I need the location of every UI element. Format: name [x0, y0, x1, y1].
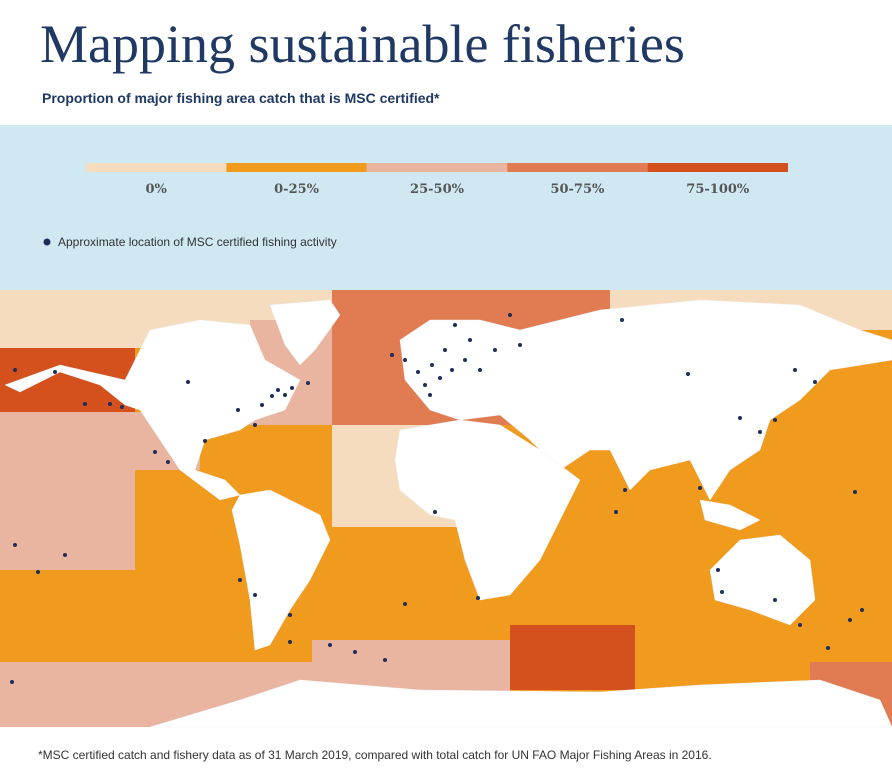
fishery-dot [166, 460, 170, 464]
fishery-dot [826, 646, 830, 650]
land [269, 299, 341, 366]
fishery-dot [120, 405, 124, 409]
legend-swatch [366, 163, 508, 172]
fishery-dot [253, 423, 257, 427]
footnote: *MSC certified catch and fishery data as… [38, 748, 712, 762]
fishery-dot [238, 578, 242, 582]
fishery-dot [773, 418, 777, 422]
fishery-dot [860, 608, 864, 612]
fishery-dot [306, 381, 310, 385]
fishery-dot [738, 416, 742, 420]
fishery-dot [108, 402, 112, 406]
fishery-dot [453, 323, 457, 327]
fishery-dot [433, 510, 437, 514]
legend-dot [43, 238, 51, 246]
fishery-dot [13, 368, 17, 372]
fishery-dot [686, 372, 690, 376]
fishing-area [312, 640, 510, 662]
legend-label: 0% [145, 182, 167, 197]
fishery-dot [260, 403, 264, 407]
fishery-dot [270, 394, 274, 398]
legend-swatch [226, 163, 367, 172]
fishery-dot [450, 368, 454, 372]
fishery-dot [13, 543, 17, 547]
legend-swatch [507, 163, 648, 172]
fishery-dot [36, 570, 40, 574]
land [231, 489, 331, 651]
land [699, 499, 761, 531]
legend-dot-label: Approximate location of MSC certified fi… [58, 235, 337, 249]
land [149, 679, 892, 728]
fishery-dot [773, 598, 777, 602]
land [709, 534, 816, 626]
fishery-dot [153, 450, 157, 454]
fishery-dot [793, 368, 797, 372]
fishery-dot [83, 402, 87, 406]
fishery-dot [283, 393, 287, 397]
fishery-dot [623, 488, 627, 492]
land [394, 419, 581, 601]
fishery-dot [63, 553, 67, 557]
fishery-dot [203, 439, 207, 443]
land [399, 299, 892, 501]
legend-swatch [86, 163, 227, 172]
legend-label: 50-75% [550, 182, 605, 197]
title: Mapping sustainable fisheries [40, 14, 685, 74]
fishery-dot [443, 348, 447, 352]
legend-label: 25-50% [410, 182, 465, 197]
fishery-dot [848, 618, 852, 622]
fishery-dot [463, 358, 467, 362]
fishery-dot [288, 640, 292, 644]
legend-swatch [647, 163, 788, 172]
legend-label: 0-25% [274, 182, 320, 197]
fishery-dot [493, 348, 497, 352]
fishery-dot [620, 318, 624, 322]
fishery-dot [614, 510, 618, 514]
fishery-dot [430, 363, 434, 367]
fishery-dot [186, 380, 190, 384]
fishery-dot [403, 358, 407, 362]
fishery-dot [428, 393, 432, 397]
fishery-dot [253, 593, 257, 597]
fishery-dot [10, 680, 14, 684]
fishery-dot [476, 596, 480, 600]
fishery-dot [478, 368, 482, 372]
fishery-dot [720, 590, 724, 594]
fishery-dot [53, 370, 57, 374]
fishery-dot [383, 658, 387, 662]
legend-label: 75-100% [686, 182, 750, 197]
fishery-dot [390, 353, 394, 357]
fishing-area [510, 625, 635, 690]
land [4, 319, 301, 501]
fishery-dot [518, 343, 522, 347]
fishery-dot [716, 568, 720, 572]
fishery-dot [236, 408, 240, 412]
fishery-dot [328, 643, 332, 647]
subtitle: Proportion of major fishing area catch t… [42, 90, 440, 106]
fishery-dot [438, 376, 442, 380]
fishery-dot [698, 486, 702, 490]
legend-panel [0, 125, 892, 290]
fishery-dot [468, 338, 472, 342]
fishery-dot [353, 650, 357, 654]
fishing-area [0, 412, 135, 570]
fishery-dot [416, 370, 420, 374]
fishery-dot [276, 388, 280, 392]
fishery-dot [423, 383, 427, 387]
map [0, 290, 892, 728]
fishery-dot [288, 613, 292, 617]
fishery-dot [403, 602, 407, 606]
legend: 0% 0-25% 25-50% 50-75% 75-100% [86, 163, 788, 197]
fishery-dot [758, 430, 762, 434]
fishery-dot [813, 380, 817, 384]
fishery-dot [798, 623, 802, 627]
fishery-dot [508, 313, 512, 317]
fishery-dot [290, 386, 294, 390]
fishery-dot [853, 490, 857, 494]
